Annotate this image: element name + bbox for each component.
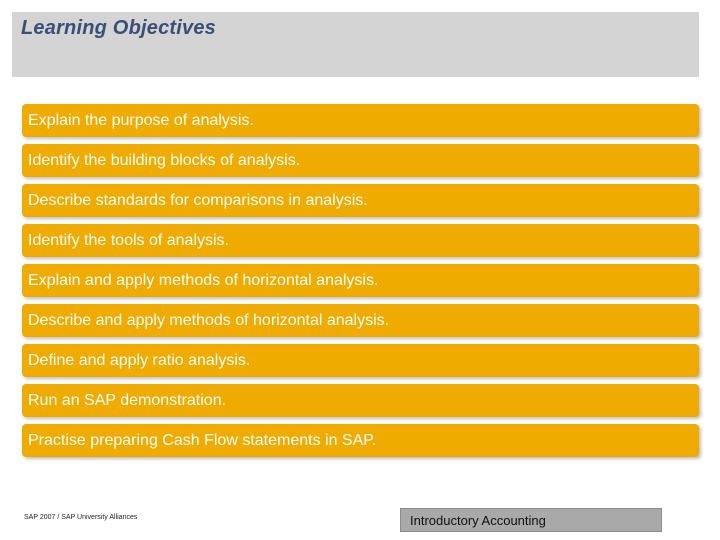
footer-course-label: Introductory Accounting bbox=[400, 508, 662, 532]
objective-item-2: Identify the building blocks of analysis… bbox=[22, 144, 699, 177]
objective-item-9: Practise preparing Cash Flow statements … bbox=[22, 424, 699, 457]
objective-item-1: Explain the purpose of analysis. bbox=[22, 104, 699, 137]
objective-item-7: Define and apply ratio analysis. bbox=[22, 344, 699, 377]
objective-item-4: Identify the tools of analysis. bbox=[22, 224, 699, 257]
objective-item-3: Describe standards for comparisons in an… bbox=[22, 184, 699, 217]
objective-item-5: Explain and apply methods of horizontal … bbox=[22, 264, 699, 297]
objective-item-6: Describe and apply methods of horizontal… bbox=[22, 304, 699, 337]
objective-item-8: Run an SAP demonstration. bbox=[22, 384, 699, 417]
page-title: Learning Objectives bbox=[21, 17, 216, 39]
footer-copyright: SAP 2007 / SAP University Alliances bbox=[24, 514, 138, 521]
objectives-list: Explain the purpose of analysis. Identif… bbox=[22, 104, 699, 464]
title-bar: Learning Objectives bbox=[12, 12, 699, 77]
